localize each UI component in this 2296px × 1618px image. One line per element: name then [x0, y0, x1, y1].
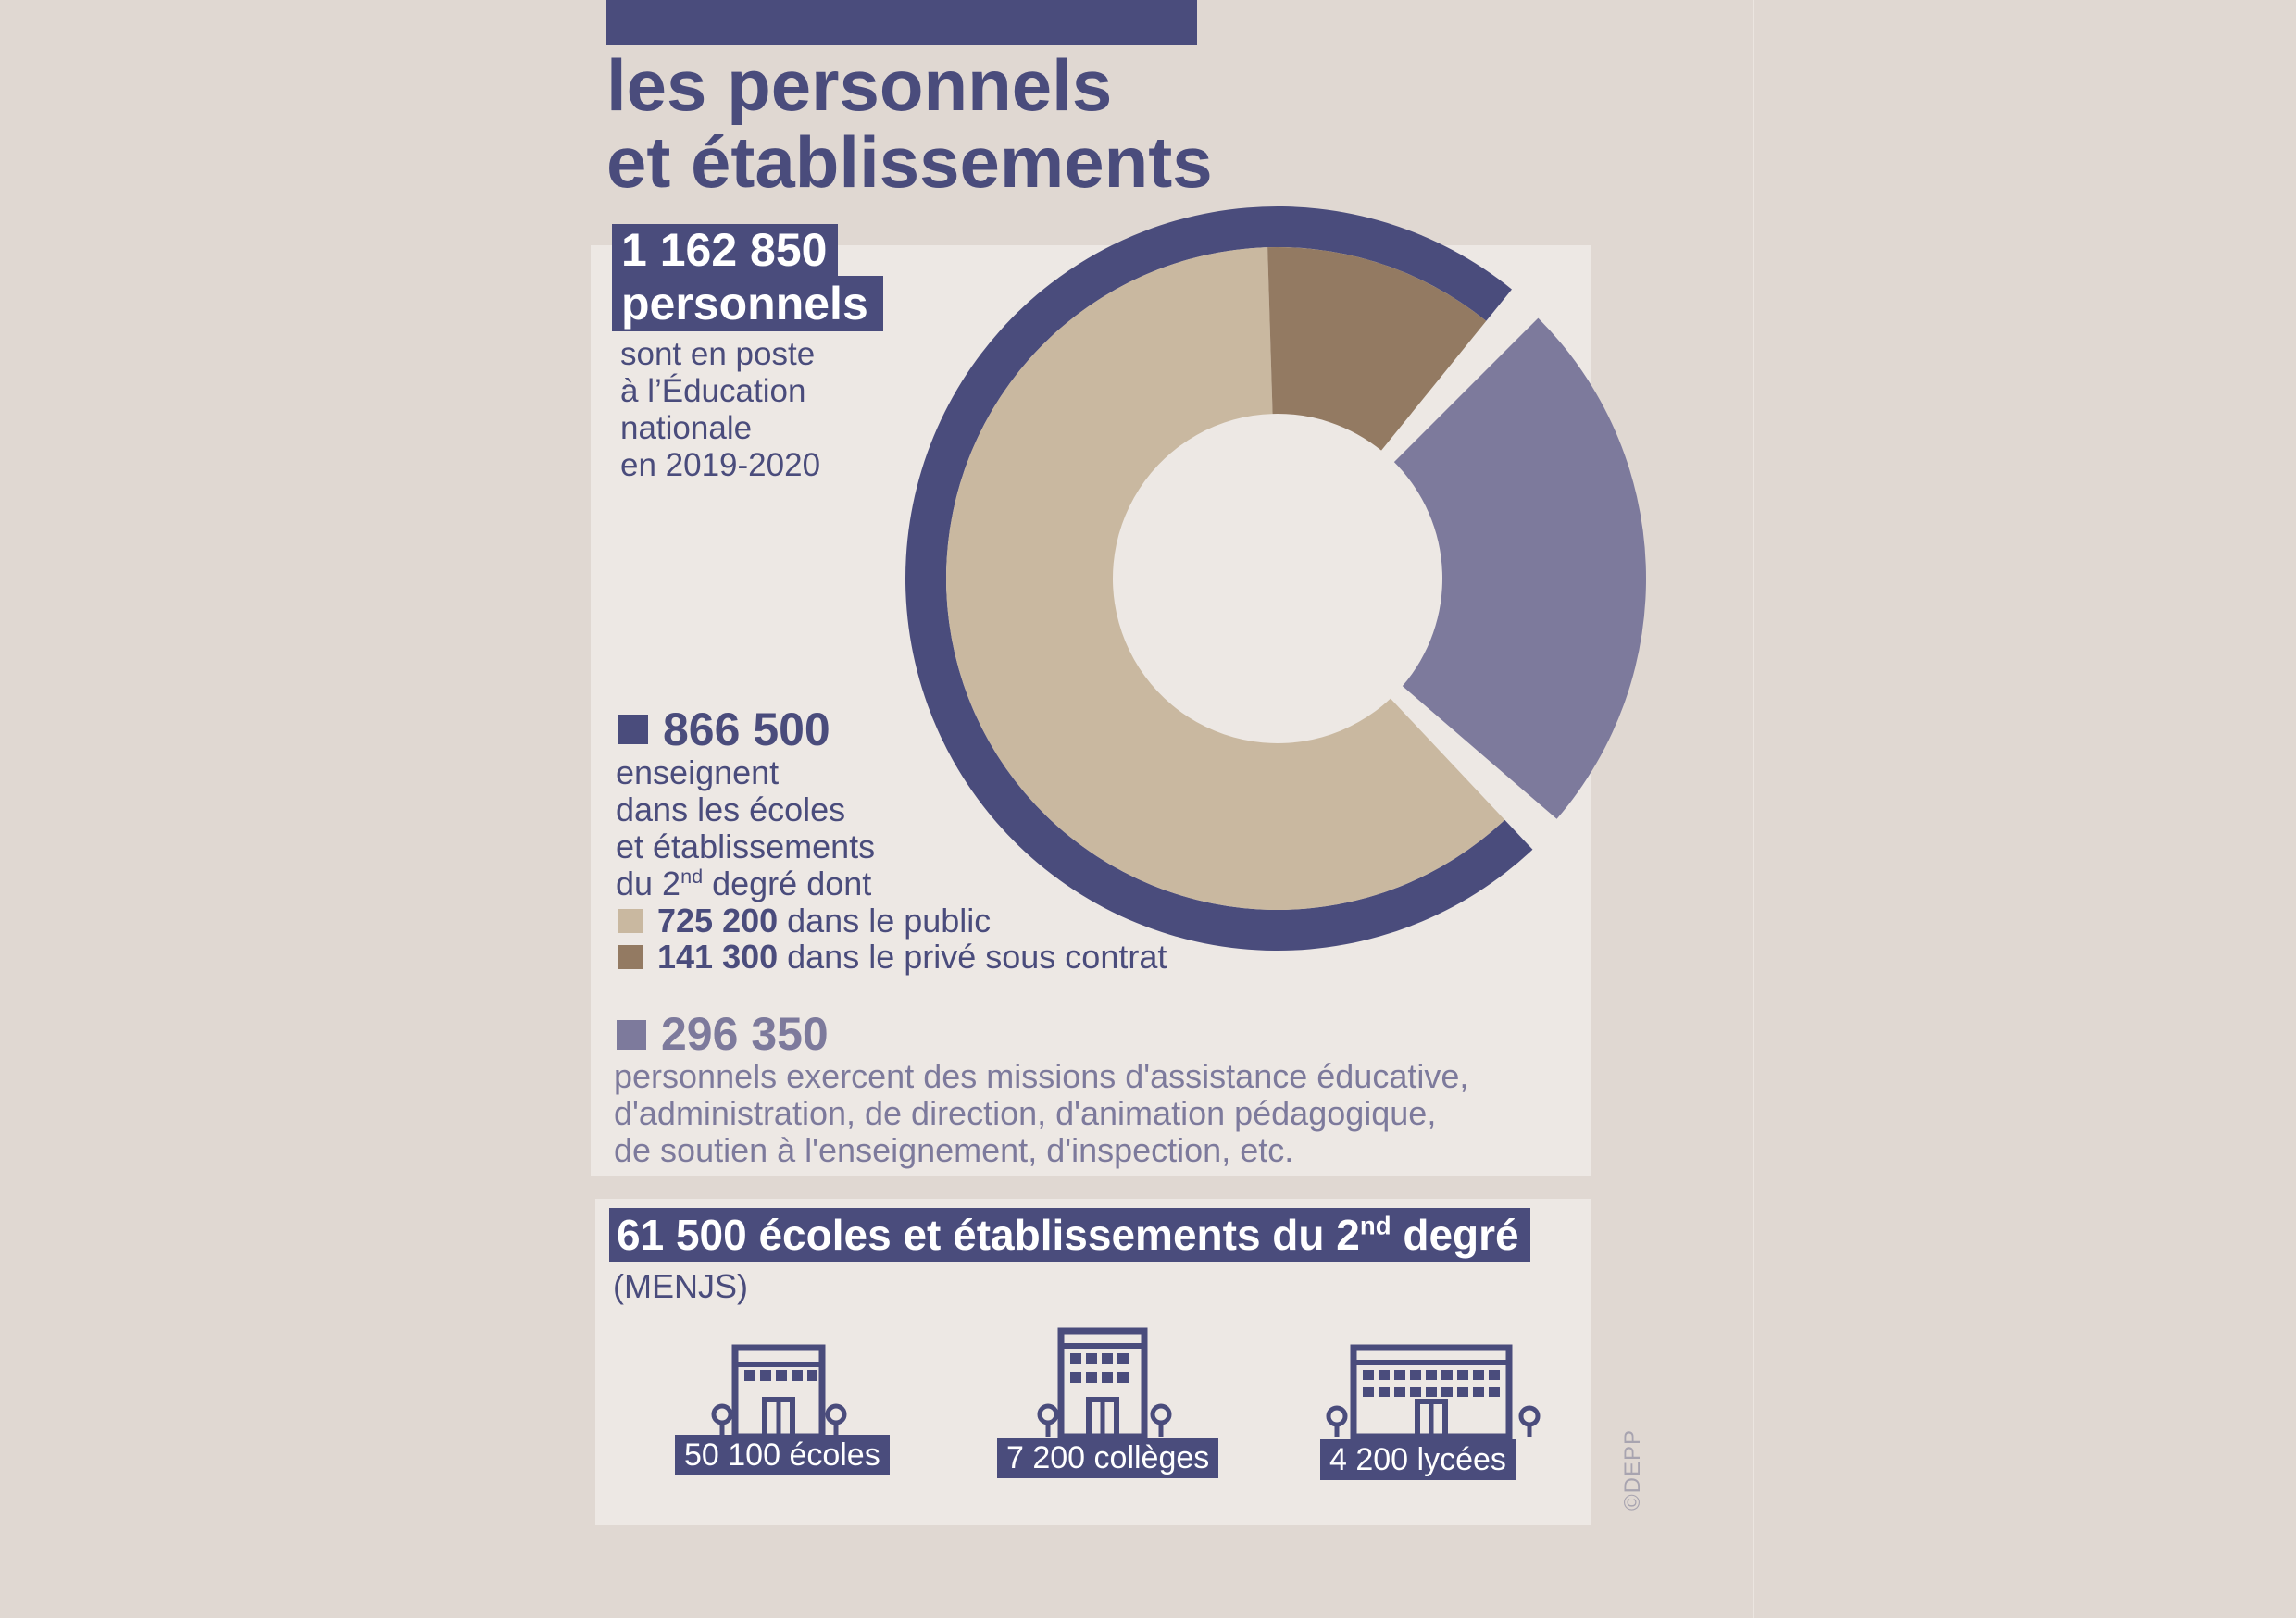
school-building-icon: [676, 1340, 889, 1444]
total-number: 1 162 850: [612, 224, 839, 276]
private-legend-swatch: [618, 945, 643, 969]
total-description-line: à l’Éducation: [620, 373, 806, 409]
donut-slice-private: [1267, 247, 1487, 451]
establishments-heading: 61 500 écoles et établissements du 2nd d…: [609, 1208, 1530, 1262]
total-unit: personnels: [612, 276, 883, 331]
other-staff-number: 296 350: [661, 1008, 829, 1060]
other-staff-description: personnels exercent des missions d'assis…: [614, 1058, 1468, 1169]
public-number: 725 200: [657, 902, 779, 940]
heading-superscript: nd: [1359, 1211, 1391, 1240]
donut-slice-other: [1393, 317, 1646, 819]
private-label: dans le privé sous contrat: [778, 938, 1167, 976]
teachers-description-line: et établissements: [616, 828, 876, 865]
donut-ring-teachers: [905, 205, 1533, 951]
total-description-line: nationale: [620, 410, 753, 446]
degree-superscript: nd: [680, 865, 704, 888]
total-description: sont en poste à l’Éducation nationale en…: [620, 336, 820, 484]
teachers-degree-line: du 2nd degré dont: [616, 865, 875, 902]
degree-suffix: degré dont: [703, 865, 872, 902]
lycee-count-label: 4 200 lycées: [1320, 1439, 1516, 1480]
other-legend-swatch: [617, 1020, 646, 1050]
other-staff-description-line: personnels exercent des missions d'assis…: [614, 1057, 1469, 1095]
teachers-description-line: dans les écoles: [616, 790, 846, 828]
page-title-line-1: les personnels: [606, 44, 1113, 126]
teachers-description: enseignent dans les écoles et établissem…: [616, 754, 875, 902]
private-number: 141 300: [657, 938, 779, 976]
teachers-description-line: enseignent: [616, 753, 780, 791]
other-staff-description-line: de soutien à l'enseignement, d'inspectio…: [614, 1131, 1294, 1169]
heading-prefix: 61 500 écoles et établissements du 2: [617, 1211, 1360, 1259]
public-legend-swatch: [618, 909, 643, 933]
page-title-line-2: et établissements: [606, 121, 1213, 203]
school-count-label: 50 100 écoles: [675, 1435, 890, 1475]
total-description-line: en 2019-2020: [620, 447, 821, 483]
teachers-legend-swatch: [618, 715, 648, 744]
establishments-source: (MENJS): [613, 1267, 748, 1305]
degree-prefix: du 2: [616, 865, 681, 902]
heading-suffix: degré: [1391, 1211, 1519, 1259]
lycee-building-icon: [1322, 1340, 1544, 1444]
total-description-line: sont en poste: [620, 336, 816, 372]
teachers-number: 866 500: [663, 703, 830, 755]
college-building-icon: [1000, 1324, 1213, 1444]
public-label: dans le public: [778, 902, 992, 940]
other-staff-description-line: d'administration, de direction, d'animat…: [614, 1094, 1437, 1132]
page-divider: [1753, 0, 1754, 1618]
depp-credit: ©DEPP: [1620, 1428, 1645, 1511]
title-accent-bar: [606, 0, 1197, 45]
private-legend-item: 141 300 dans le privé sous contrat: [657, 939, 1167, 976]
college-count-label: 7 200 collèges: [997, 1438, 1219, 1478]
donut-slice-public: [946, 247, 1505, 910]
public-legend-item: 725 200 dans le public: [657, 902, 991, 940]
